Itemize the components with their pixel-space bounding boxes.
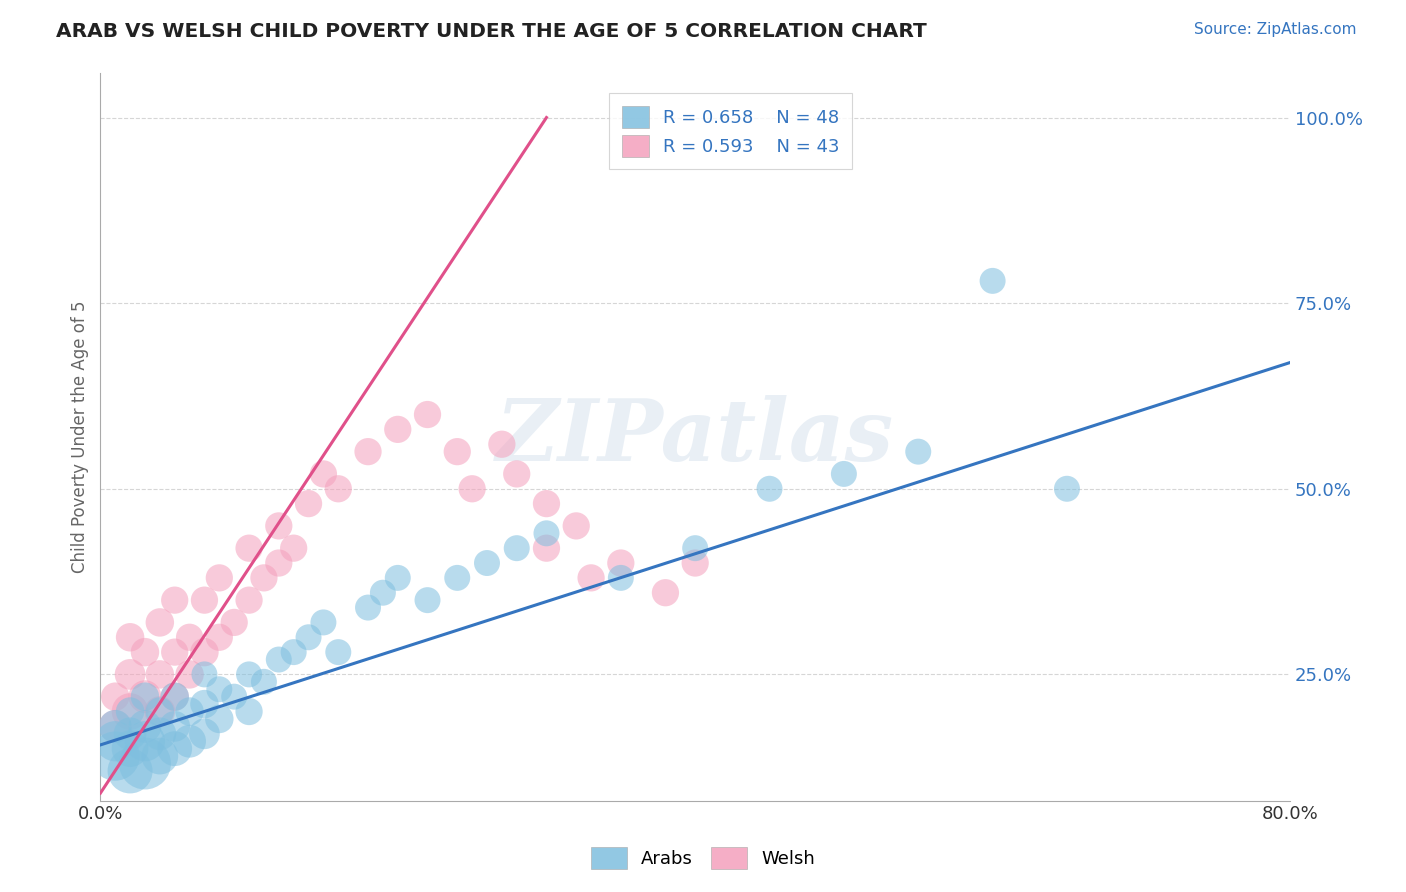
Point — [357, 444, 380, 458]
Point — [104, 734, 127, 748]
Point — [683, 556, 706, 570]
Point — [193, 727, 215, 741]
Point — [238, 705, 260, 719]
Point — [163, 719, 186, 733]
Point — [238, 667, 260, 681]
Point — [120, 630, 142, 644]
Point — [134, 690, 156, 704]
Point — [446, 444, 468, 458]
Point — [193, 645, 215, 659]
Point — [179, 734, 201, 748]
Text: Source: ZipAtlas.com: Source: ZipAtlas.com — [1194, 22, 1357, 37]
Point — [149, 749, 172, 764]
Point — [283, 541, 305, 556]
Point — [120, 705, 142, 719]
Point — [149, 705, 172, 719]
Point — [536, 497, 558, 511]
Point — [238, 593, 260, 607]
Point — [134, 719, 156, 733]
Text: ARAB VS WELSH CHILD POVERTY UNDER THE AGE OF 5 CORRELATION CHART: ARAB VS WELSH CHILD POVERTY UNDER THE AG… — [56, 22, 927, 41]
Point — [238, 541, 260, 556]
Point — [163, 645, 186, 659]
Point — [134, 645, 156, 659]
Point — [120, 667, 142, 681]
Point — [357, 600, 380, 615]
Point — [104, 719, 127, 733]
Point — [536, 526, 558, 541]
Point — [654, 585, 676, 599]
Point — [120, 741, 142, 756]
Point — [416, 593, 439, 607]
Point — [253, 571, 276, 585]
Point — [1056, 482, 1078, 496]
Point — [610, 571, 633, 585]
Point — [267, 519, 290, 533]
Text: ZIPatlas: ZIPatlas — [496, 395, 894, 478]
Point — [120, 727, 142, 741]
Point — [120, 764, 142, 778]
Point — [832, 467, 855, 481]
Point — [104, 719, 127, 733]
Point — [371, 585, 394, 599]
Point — [579, 571, 602, 585]
Point — [134, 690, 156, 704]
Point — [565, 519, 588, 533]
Point — [193, 697, 215, 711]
Point — [208, 571, 231, 585]
Point — [163, 690, 186, 704]
Point — [297, 630, 319, 644]
Point — [163, 593, 186, 607]
Point — [328, 645, 350, 659]
Point — [981, 274, 1004, 288]
Point — [163, 690, 186, 704]
Point — [387, 422, 409, 436]
Point — [224, 690, 246, 704]
Point — [758, 482, 780, 496]
Legend: Arabs, Welsh: Arabs, Welsh — [583, 839, 823, 876]
Point — [179, 667, 201, 681]
Point — [312, 467, 335, 481]
Point — [134, 734, 156, 748]
Point — [475, 556, 498, 570]
Point — [506, 541, 529, 556]
Point — [610, 556, 633, 570]
Point — [193, 593, 215, 607]
Point — [907, 444, 929, 458]
Point — [283, 645, 305, 659]
Point — [416, 408, 439, 422]
Point — [506, 467, 529, 481]
Point — [179, 705, 201, 719]
Point — [461, 482, 484, 496]
Point — [267, 652, 290, 666]
Point — [297, 497, 319, 511]
Point — [208, 630, 231, 644]
Point — [253, 674, 276, 689]
Point — [149, 667, 172, 681]
Legend: R = 0.658    N = 48, R = 0.593    N = 43: R = 0.658 N = 48, R = 0.593 N = 43 — [609, 93, 852, 169]
Point — [120, 705, 142, 719]
Point — [387, 571, 409, 585]
Point — [163, 741, 186, 756]
Point — [683, 541, 706, 556]
Point — [491, 437, 513, 451]
Point — [193, 667, 215, 681]
Point — [104, 690, 127, 704]
Point — [208, 682, 231, 697]
Point — [134, 756, 156, 771]
Y-axis label: Child Poverty Under the Age of 5: Child Poverty Under the Age of 5 — [72, 301, 89, 573]
Point — [208, 712, 231, 726]
Point — [104, 749, 127, 764]
Point — [536, 541, 558, 556]
Point — [312, 615, 335, 630]
Point — [446, 571, 468, 585]
Point — [267, 556, 290, 570]
Point — [328, 482, 350, 496]
Point — [149, 615, 172, 630]
Point — [179, 630, 201, 644]
Point — [149, 705, 172, 719]
Point — [224, 615, 246, 630]
Point — [149, 727, 172, 741]
